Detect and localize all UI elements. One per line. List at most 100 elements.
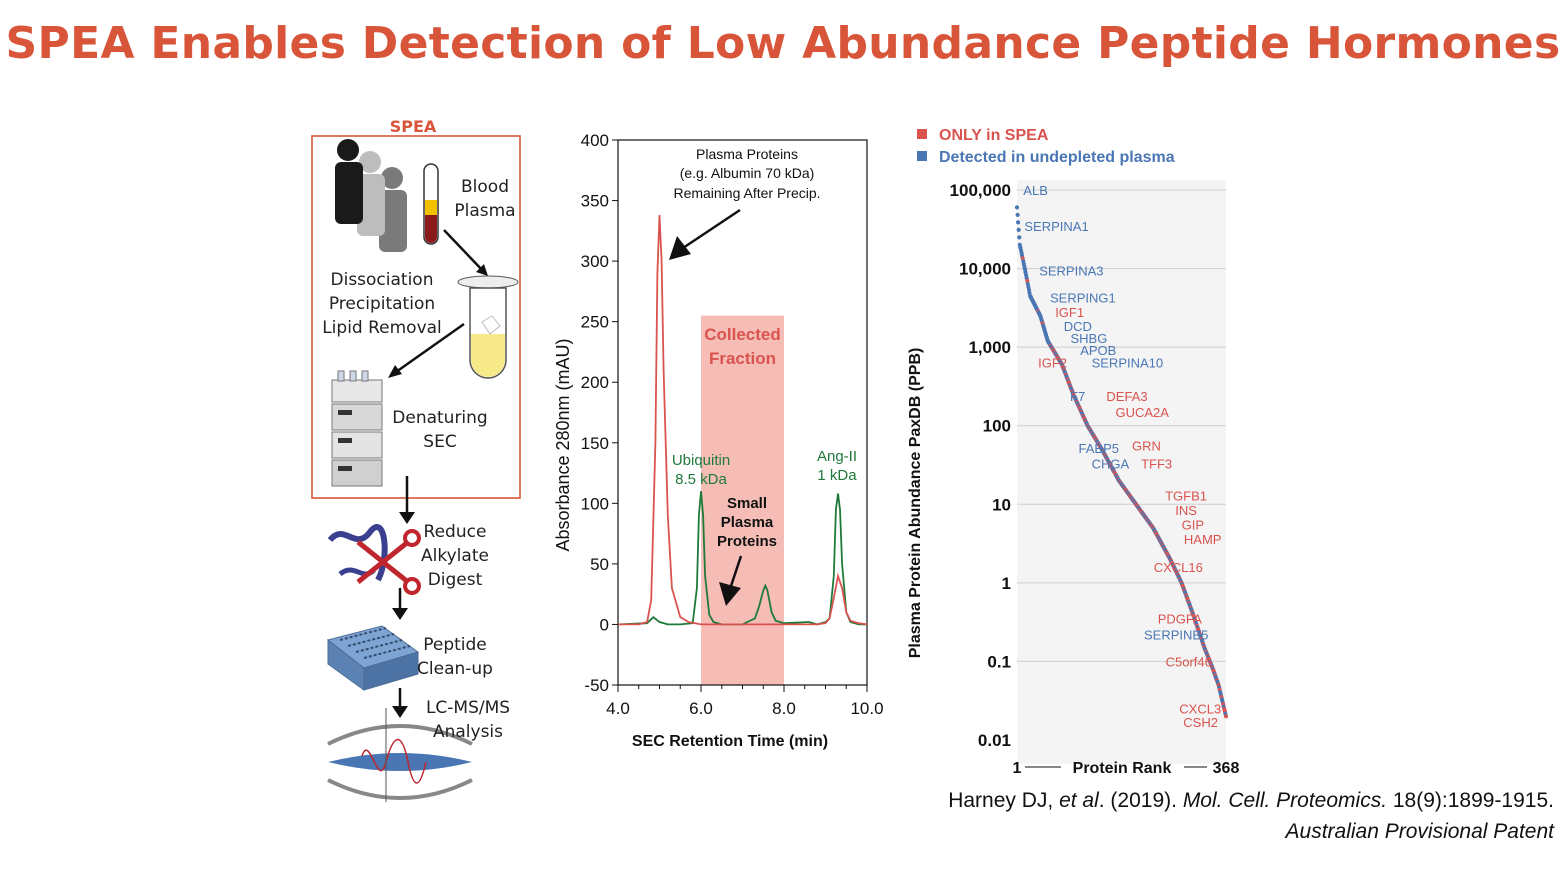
legend-undepleted-swatch (917, 151, 927, 161)
protein-label: PDGFA (1158, 612, 1202, 627)
reduce-label-2: Alkylate (421, 546, 489, 566)
sec-y-axis-title: Absorbance 280nm (mAU) (553, 338, 573, 551)
rank-y-tick-label: 1 (1002, 574, 1011, 593)
collected-fraction-label-2: Fraction (709, 349, 776, 368)
ubiquitin-label-2: 8.5 kDa (675, 471, 727, 488)
arrow-head-icon (719, 582, 741, 606)
centrifuge-tube-icon (457, 275, 519, 379)
protein-label: HAMP (1184, 532, 1222, 547)
blood-plasma-label-2: Plasma (454, 201, 515, 221)
protein-label: SERPINA3 (1039, 263, 1103, 278)
arrow-head-icon (399, 512, 415, 524)
patent-note: Australian Provisional Patent (1285, 820, 1554, 843)
blood-plasma-label-1: Blood (461, 177, 509, 197)
small-arrow (729, 555, 743, 587)
arrow-head-icon (392, 608, 408, 620)
sec-x-tick-label: 8.0 (772, 699, 796, 718)
cleanup-label-1: Peptide (423, 635, 487, 655)
rank-point (1017, 235, 1022, 240)
protein-label: SERPING1 (1050, 290, 1116, 305)
protein-label: IGF2 (1038, 355, 1067, 370)
protein-label: CXCL16 (1154, 560, 1203, 575)
ang-label-1: Ang-II (817, 448, 857, 465)
citation-authors: Harney DJ, (948, 789, 1060, 812)
cleanup-label-2: Clean-up (417, 659, 493, 679)
protein-label: DCD (1064, 319, 1092, 334)
spea-label: SPEA (390, 117, 437, 136)
small-proteins-label-2: Plasma (721, 514, 774, 531)
rank-y-tick-label: 100,000 (950, 181, 1011, 200)
arrow-to-hplc (395, 322, 465, 374)
rank-plot-area (1017, 180, 1226, 764)
rank-point (1223, 714, 1229, 719)
sec-label-1: Denaturing (392, 408, 487, 428)
rank-point (1016, 220, 1021, 225)
scissors-protein-icon (327, 524, 421, 595)
protein-label: F7 (1070, 389, 1085, 404)
small-proteins-label-1: Small (727, 495, 767, 512)
sec-y-tick-label: 300 (581, 252, 609, 271)
sec-y-tick-label: 400 (581, 131, 609, 150)
dissociation-label-2: Precipitation (329, 294, 435, 314)
reduce-label-1: Reduce (424, 522, 487, 542)
legend-undepleted-label: Detected in undepleted plasma (939, 149, 1175, 166)
arrow-to-tube (443, 229, 485, 273)
citation-et-al: et al (1059, 789, 1099, 812)
citation-line: Harney DJ, et al. (2019). Mol. Cell. Pro… (948, 789, 1554, 813)
rank-point (1015, 212, 1020, 217)
ang-label-2: 1 kDa (817, 467, 857, 484)
protein-label: GIP (1182, 518, 1204, 533)
lcms-label-2: Analysis (433, 722, 503, 742)
protein-rank-chart: ONLY in SPEA Detected in undepleted plas… (907, 127, 1240, 777)
protein-label: CHGA (1092, 457, 1130, 472)
blood-tube-icon (423, 163, 439, 245)
sec-x-tick-label: 4.0 (606, 699, 630, 718)
sec-y-tick-label: 200 (581, 373, 609, 392)
protein-label: IGF1 (1055, 305, 1084, 320)
rank-y-tick-label: 0.1 (987, 652, 1011, 671)
rank-x-end: 368 (1213, 760, 1240, 777)
red-trace-line (618, 215, 868, 626)
protein-label: DEFA3 (1106, 389, 1147, 404)
citation-year: . (2019). (1098, 789, 1183, 812)
arrow-head-icon (388, 365, 402, 378)
rank-y-tick-label: 10,000 (959, 260, 1011, 279)
people-icon (335, 139, 407, 252)
collected-fraction-label-1: Collected (704, 325, 781, 344)
arrow-head-icon (476, 264, 488, 276)
sec-y-tick-label: 50 (590, 555, 609, 574)
rank-y-tick-label: 0.01 (978, 731, 1011, 750)
sec-y-tick-label: 350 (581, 192, 609, 211)
plasma-arrow (682, 208, 741, 250)
citation-volume: 18(9):1899-1915. (1387, 789, 1554, 812)
sec-y-tick-label: 150 (581, 434, 609, 453)
protein-label: CXCL3 (1179, 702, 1221, 717)
citation-journal: Mol. Cell. Proteomics. (1182, 789, 1388, 812)
legend-only-spea-label: ONLY in SPEA (939, 127, 1049, 144)
lcms-label-1: LC-MS/MS (426, 698, 510, 718)
sec-y-tick-label: 0 (600, 615, 609, 634)
legend-only-spea-swatch (917, 129, 927, 139)
protein-label: TFF3 (1141, 457, 1172, 472)
hplc-instrument-icon (331, 370, 383, 487)
slide-title: SPEA Enables Detection of Low Abundance … (5, 18, 1561, 69)
protein-label: CSH2 (1183, 715, 1218, 730)
rank-y-tick-label: 1,000 (968, 338, 1011, 357)
arrow-head-icon (669, 236, 691, 260)
rank-point (1016, 227, 1021, 232)
rank-points (1014, 205, 1229, 719)
well-plate-icon (326, 625, 420, 691)
sec-x-axis-title: SEC Retention Time (min) (632, 733, 828, 750)
plasma-proteins-annotation-2: (e.g. Albumin 70 kDa) (680, 165, 815, 181)
rank-y-axis-title: Plasma Protein Abundance PaxDB (PPB) (907, 348, 924, 659)
sec-label-2: SEC (423, 432, 456, 452)
protein-label: INS (1175, 503, 1197, 518)
protein-label: GRN (1132, 439, 1161, 454)
protein-label: C5orf46 (1166, 654, 1212, 669)
protein-label: SERPINA1 (1024, 219, 1088, 234)
rank-x-axis-title: Protein Rank (1073, 760, 1172, 777)
protein-label: SERPINB5 (1144, 628, 1208, 643)
spea-workflow-diagram: SPEA Blood Plasma Dissociation Precipita… (311, 117, 521, 802)
mass-spec-icon (327, 708, 473, 802)
protein-label: SHBG (1071, 331, 1108, 346)
